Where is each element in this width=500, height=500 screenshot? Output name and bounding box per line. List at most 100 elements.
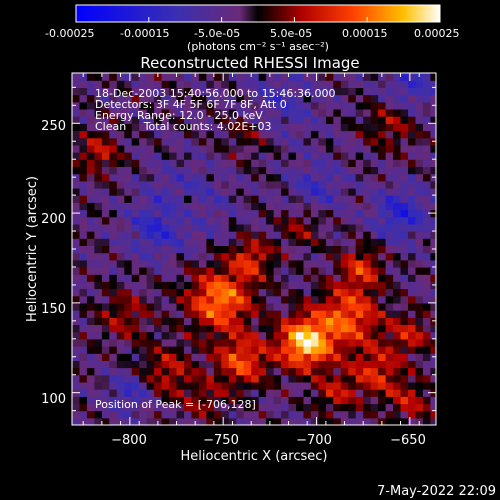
heatmap-cell [273,331,282,340]
heatmap-cell [400,367,409,376]
heatmap-cell [422,410,431,419]
heatmap-cell [101,410,110,419]
heatmap-cell [139,73,148,81]
heatmap-cell [333,288,342,297]
heatmap-cell [154,159,163,167]
heatmap-cell [101,94,110,103]
heatmap-cell [221,324,230,333]
heatmap-cell [251,166,260,175]
heatmap-cell [333,216,342,225]
heatmap-cell [109,295,118,304]
heatmap-cell [221,152,230,160]
heatmap-cell [430,302,436,311]
heatmap-cell [161,108,170,117]
heatmap-cell [325,367,334,376]
heatmap-cell [109,87,118,96]
heatmap-cell [131,374,140,383]
heatmap-cell [131,331,140,340]
heatmap-cell [430,396,436,405]
heatmap-cell [251,94,260,103]
heatmap-cell [273,367,282,376]
heatmap-cell [422,245,431,254]
heatmap-cell [288,324,297,333]
heatmap-cell [258,87,267,96]
heatmap-cell [94,288,103,297]
heatmap-cell [236,353,245,361]
heatmap-cell [251,187,260,196]
heatmap-cell [243,295,252,304]
heatmap-cell [251,216,260,225]
heatmap-cell [206,295,215,304]
heatmap-cell [266,374,275,383]
heatmap-cell [333,353,342,361]
heatmap-cell [348,166,357,175]
heatmap-cell [109,116,118,124]
heatmap-cell [94,367,103,376]
heatmap-cell [363,73,372,81]
heatmap-cell [191,231,200,239]
heatmap-cell [86,101,95,110]
heatmap-cell [422,346,431,354]
heatmap-cell [258,367,267,376]
heatmap-cell [228,130,237,139]
heatmap-cell [176,216,185,225]
heatmap-cell [355,267,364,275]
heatmap-cell [221,195,230,203]
heatmap-cell [340,281,349,290]
heatmap-cell [243,360,252,369]
heatmap-cell [251,331,260,340]
heatmap-cell [213,159,222,167]
heatmap-cell [251,346,260,354]
heatmap-cell [355,245,364,254]
heatmap-cell [213,144,222,153]
heatmap-cell [296,252,305,261]
heatmap-cell [251,130,260,139]
heatmap-cell [161,223,170,232]
heatmap-cell [161,144,170,153]
heatmap-cell [333,159,342,167]
heatmap-cell [333,274,342,282]
heatmap-cell [161,173,170,182]
heatmap-cell [288,403,297,412]
heatmap-cell [131,223,140,232]
heatmap-cell [258,187,267,196]
heatmap-cell [363,123,372,132]
heatmap-cell [318,223,327,232]
heatmap-cell [139,108,148,117]
y-tick-label-2: 200 [41,212,66,227]
heatmap-cell [198,324,207,333]
heatmap-cell [191,267,200,275]
heatmap-cell [101,173,110,182]
heatmap-cell [161,137,170,146]
heatmap-cell [236,331,245,340]
heatmap-cell [340,331,349,340]
heatmap-cell [325,245,334,254]
heatmap-cell [273,396,282,405]
heatmap-cell [79,137,88,146]
heatmap-cell [109,216,118,225]
heatmap-cell [191,123,200,132]
heatmap-cell [236,116,245,124]
heatmap-cell [363,130,372,139]
heatmap-cell [79,202,88,211]
heatmap-cell [318,367,327,376]
heatmap-cell [124,288,133,297]
heatmap-cell [393,108,402,117]
heatmap-cell [176,123,185,132]
heatmap-cell [139,360,148,369]
heatmap-cell [258,410,267,419]
heatmap-cell [281,410,290,419]
heatmap-cell [370,252,379,261]
heatmap-cell [94,317,103,325]
heatmap-cell [385,281,394,290]
heatmap-cell [236,389,245,397]
heatmap-cell [310,238,319,246]
heatmap-cell [131,180,140,189]
heatmap-cell [340,252,349,261]
heatmap-cell [79,346,88,354]
heatmap-cell [422,324,431,333]
heatmap-cell [422,302,431,311]
heatmap-cell [124,396,133,405]
heatmap-cell [184,166,193,175]
heatmap-cell [340,259,349,268]
